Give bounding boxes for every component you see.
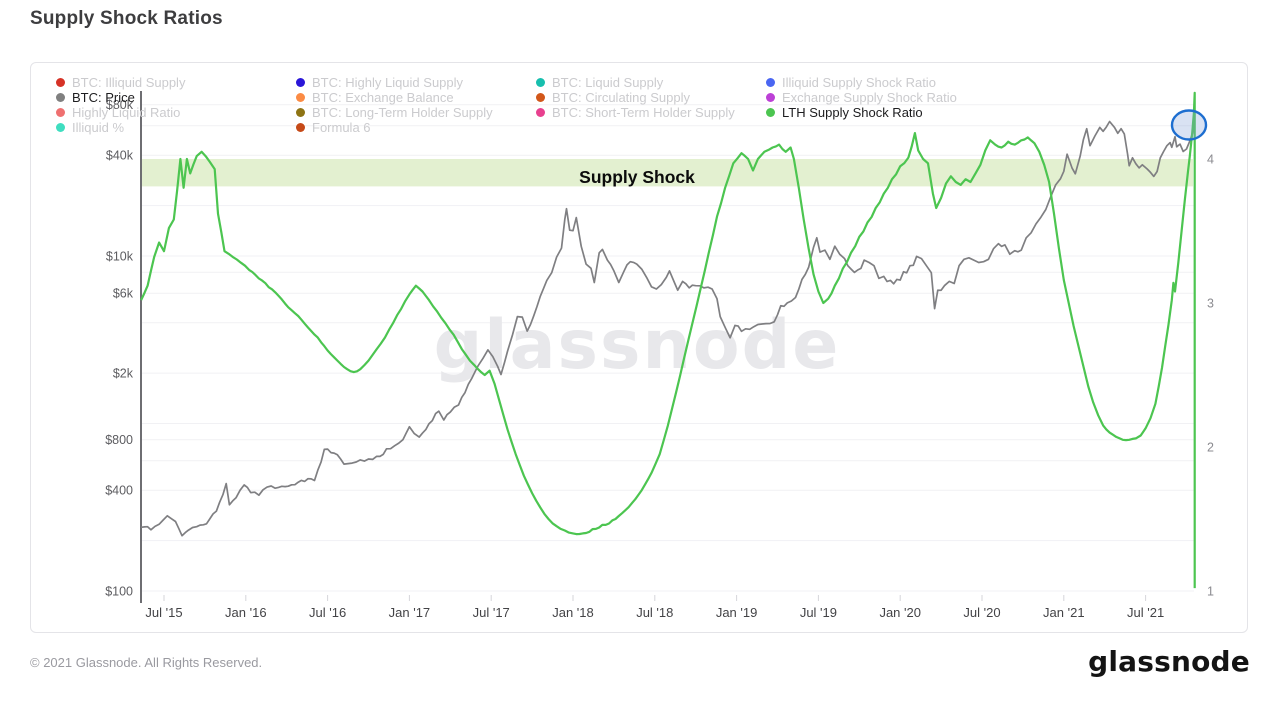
legend-item-label: BTC: Price [72, 90, 135, 105]
legend-dot-icon [536, 93, 545, 102]
left-axis-tick-label: $400 [105, 484, 133, 498]
x-axis-tick-label: Jan '16 [225, 605, 267, 620]
legend-column: Illiquid Supply Shock Ratio Exchange Supp… [766, 75, 957, 120]
x-axis-tick-label: Jul '17 [473, 605, 510, 620]
x-axis-tick-label: Jan '18 [552, 605, 594, 620]
highlight-circle-annotation [1170, 109, 1208, 141]
legend-item-label: Illiquid % [72, 120, 125, 135]
legend-item[interactable]: Formula 6 [296, 120, 493, 135]
legend-item-label: Illiquid Supply Shock Ratio [782, 75, 936, 90]
legend-item-label: BTC: Highly Liquid Supply [312, 75, 464, 90]
legend-dot-icon [766, 93, 775, 102]
right-axis-tick-label: 4 [1207, 153, 1214, 167]
glassnode-logo: glassnode [1088, 645, 1250, 678]
x-axis-tick-label: Jul '18 [636, 605, 673, 620]
legend-dot-icon [56, 78, 65, 87]
legend-dot-icon [56, 108, 65, 117]
legend-item[interactable]: BTC: Long-Term Holder Supply [296, 105, 493, 120]
legend-dot-icon [766, 78, 775, 87]
legend-item[interactable]: Highly Liquid Ratio [56, 105, 185, 120]
left-axis-tick-label: $2k [113, 367, 134, 381]
legend-column: BTC: Illiquid Supply BTC: Price Highly Liq… [56, 75, 185, 135]
watermark-text: glassnode [434, 306, 841, 385]
right-axis-tick-label: 2 [1207, 441, 1214, 455]
legend: BTC: Illiquid Supply BTC: Price Highly Liq… [31, 75, 1247, 185]
legend-item-label: Formula 6 [312, 120, 371, 135]
legend-item-label: BTC: Long-Term Holder Supply [312, 105, 493, 120]
legend-item[interactable]: Exchange Supply Shock Ratio [766, 90, 957, 105]
legend-item-label: Highly Liquid Ratio [72, 105, 181, 120]
legend-item[interactable]: BTC: Liquid Supply [536, 75, 735, 90]
supply-shock-band [141, 159, 1193, 187]
right-axis-tick-label: 1 [1207, 585, 1214, 599]
legend-dot-icon [536, 108, 545, 117]
legend-item[interactable]: BTC: Price [56, 90, 185, 105]
legend-item[interactable]: BTC: Highly Liquid Supply [296, 75, 493, 90]
left-axis-tick-label: $10k [106, 250, 134, 264]
x-axis-tick-label: Jan '17 [389, 605, 431, 620]
legend-item[interactable]: LTH Supply Shock Ratio [766, 105, 957, 120]
left-axis-tick-label: $80k [106, 98, 134, 112]
x-axis-tick-label: Jan '20 [879, 605, 921, 620]
left-axis-tick-label: $6k [113, 287, 134, 301]
x-axis-tick-label: Jan '21 [1043, 605, 1085, 620]
legend-dot-icon [296, 78, 305, 87]
x-axis-tick-label: Jul '16 [309, 605, 346, 620]
legend-item-label: BTC: Liquid Supply [552, 75, 664, 90]
legend-column: BTC: Liquid Supply BTC: Circulating Suppl… [536, 75, 735, 120]
copyright-text: © 2021 Glassnode. All Rights Reserved. [30, 655, 263, 670]
legend-item[interactable]: Illiquid % [56, 120, 185, 135]
x-axis-tick-label: Jul '21 [1127, 605, 1164, 620]
legend-item-label: LTH Supply Shock Ratio [782, 105, 923, 120]
legend-item[interactable]: Illiquid Supply Shock Ratio [766, 75, 957, 90]
legend-item-label: BTC: Illiquid Supply [72, 75, 186, 90]
legend-dot-icon [56, 93, 65, 102]
legend-item[interactable]: BTC: Circulating Supply [536, 90, 735, 105]
legend-column: BTC: Highly Liquid Supply BTC: Exchange B… [296, 75, 493, 135]
right-axis-tick-label: 3 [1207, 297, 1214, 311]
legend-dot-icon [536, 78, 545, 87]
supply-shock-label: Supply Shock [579, 167, 695, 187]
legend-dot-icon [56, 123, 65, 132]
legend-item[interactable]: BTC: Short-Term Holder Supply [536, 105, 735, 120]
legend-dot-icon [766, 108, 775, 117]
legend-dot-icon [296, 123, 305, 132]
legend-item[interactable]: BTC: Exchange Balance [296, 90, 493, 105]
x-axis-tick-label: Jul '19 [800, 605, 837, 620]
legend-dot-icon [296, 93, 305, 102]
x-axis-tick-label: Jul '20 [963, 605, 1000, 620]
chart-canvas[interactable]: glassnode Supply Shock $80k $40k $10k $6k $2k $… [31, 63, 1249, 634]
lth-supply-shock-line [140, 91, 1196, 589]
legend-item-label: BTC: Short-Term Holder Supply [552, 105, 735, 120]
legend-dot-icon [296, 108, 305, 117]
page-title: Supply Shock Ratios [30, 8, 223, 29]
left-axis-tick-label: $100 [105, 585, 133, 599]
x-axis-tick-label: Jan '19 [716, 605, 758, 620]
btc-price-line [140, 120, 1195, 537]
legend-item[interactable]: BTC: Illiquid Supply [56, 75, 185, 90]
x-axis-tick-label: Jul '15 [145, 605, 182, 620]
legend-item-label: BTC: Exchange Balance [312, 90, 454, 105]
legend-item-label: Exchange Supply Shock Ratio [782, 90, 957, 105]
left-axis-tick-label: $800 [105, 433, 133, 447]
legend-item-label: BTC: Circulating Supply [552, 90, 690, 105]
left-axis-tick-label: $40k [106, 149, 134, 163]
chart-card: glassnode Supply Shock $80k $40k $10k $6k $2k $… [30, 62, 1248, 633]
